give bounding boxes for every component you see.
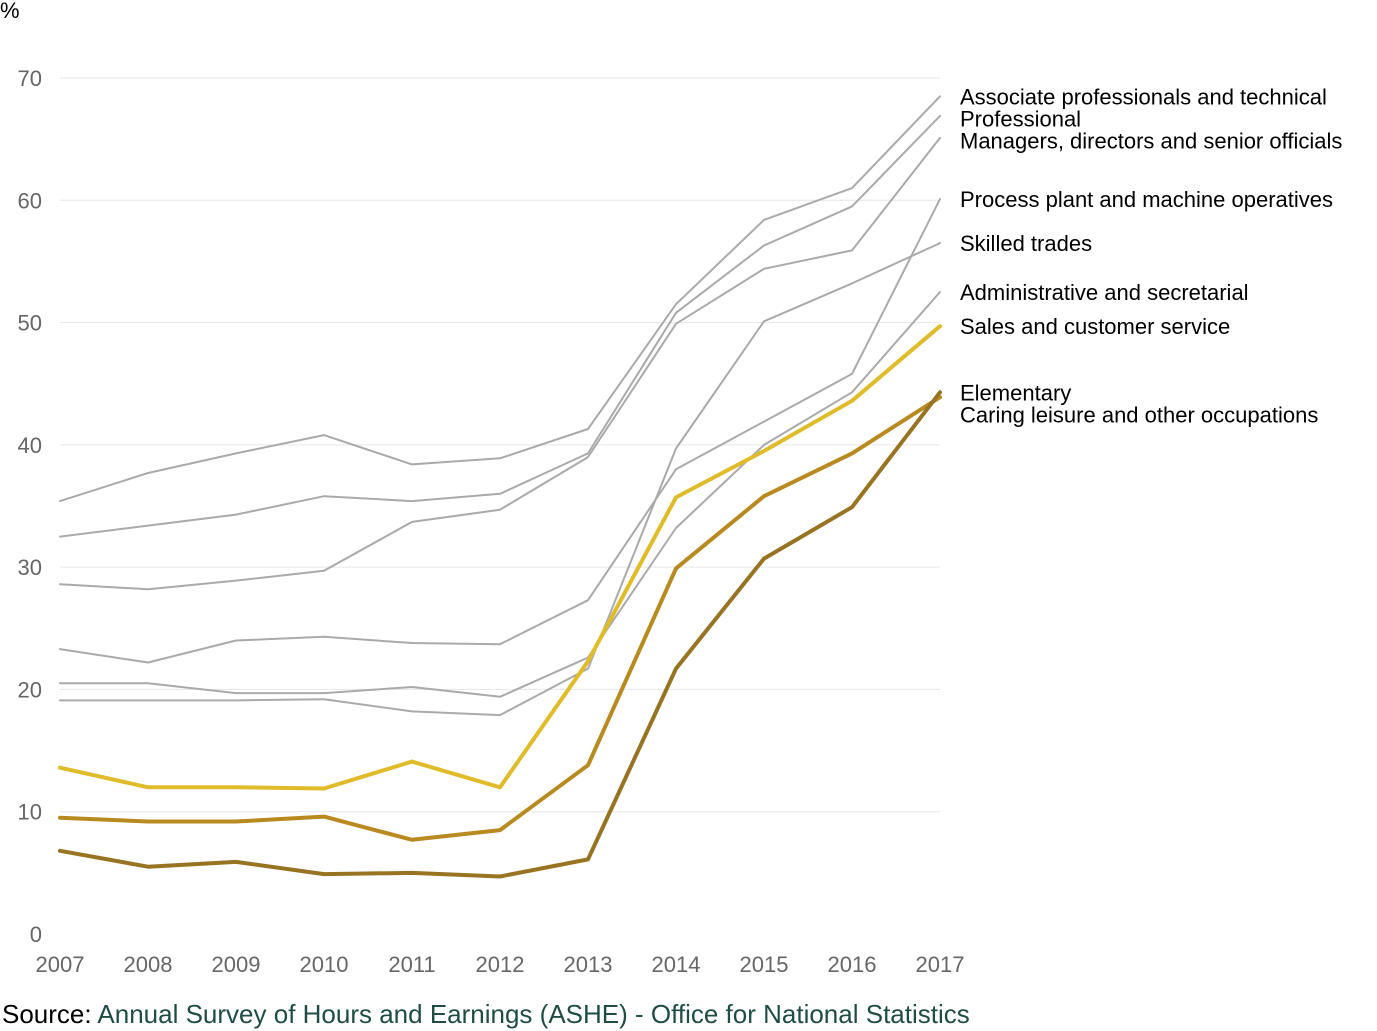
x-tick-label: 2012 xyxy=(476,952,525,977)
series-label: Caring leisure and other occupations xyxy=(960,402,1318,427)
x-tick-label: 2015 xyxy=(740,952,789,977)
series-line xyxy=(59,198,941,664)
y-tick-label: 20 xyxy=(18,677,42,702)
x-tick-label: 2009 xyxy=(212,952,261,977)
series-line xyxy=(59,136,941,591)
y-unit-label: % xyxy=(0,0,20,23)
series-labels: Associate professionals and technicalPro… xyxy=(960,84,1342,427)
series-lines xyxy=(58,95,942,879)
series-label: Professional xyxy=(960,106,1081,131)
x-tick-label: 2014 xyxy=(652,952,701,977)
series-line xyxy=(59,95,941,503)
y-tick-label: 60 xyxy=(18,188,42,213)
series-label: Managers, directors and senior officials xyxy=(960,128,1342,153)
series-line xyxy=(58,324,942,791)
series-line xyxy=(58,395,942,842)
series-line xyxy=(59,291,941,698)
series-label: Skilled trades xyxy=(960,231,1092,256)
x-tick-label: 2008 xyxy=(124,952,173,977)
series-label: Administrative and secretarial xyxy=(960,280,1249,305)
series-line xyxy=(59,242,941,717)
y-tick-label: 70 xyxy=(18,66,42,91)
source-note: Source: Annual Survey of Hours and Earni… xyxy=(2,998,970,1030)
x-tick-label: 2017 xyxy=(916,952,965,977)
x-tick-label: 2011 xyxy=(388,952,435,977)
source-prefix: Source: xyxy=(2,999,98,1029)
series-label: Process plant and machine operatives xyxy=(960,187,1333,212)
gridlines xyxy=(60,77,940,813)
x-tick-label: 2010 xyxy=(300,952,349,977)
x-axis-ticks: 2007 2008 2009 2010 2011 2012 2013 2014 2015 2016… xyxy=(36,952,965,977)
y-tick-label: 10 xyxy=(18,800,42,825)
y-tick-label: 40 xyxy=(18,433,42,458)
source-link[interactable]: Annual Survey of Hours and Earnings (ASH… xyxy=(97,999,970,1029)
y-tick-label: 0 xyxy=(30,922,42,947)
x-tick-label: 2013 xyxy=(564,952,613,977)
y-tick-label: 30 xyxy=(18,555,42,580)
x-tick-label: 2016 xyxy=(828,952,877,977)
series-line xyxy=(58,390,942,879)
series-line xyxy=(59,114,941,538)
y-tick-label: 50 xyxy=(18,311,42,336)
y-axis-ticks: 0 10 20 30 40 50 60 70 xyxy=(18,66,42,947)
series-label: Elementary xyxy=(960,380,1071,405)
series-label: Associate professionals and technical xyxy=(960,84,1327,109)
x-tick-label: 2007 xyxy=(36,952,85,977)
series-label: Sales and customer service xyxy=(960,314,1230,339)
